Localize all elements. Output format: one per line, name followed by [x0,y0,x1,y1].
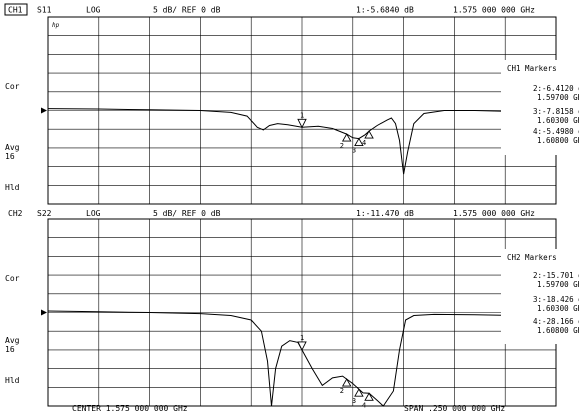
ch1-marker-4-value: 4:-5.4980 dB [533,127,579,136]
ch2-marker-4-value: 4:-28.166 dB [533,317,579,326]
ch1-format: LOG [86,6,101,15]
ch1-corner-label: hp [52,22,60,29]
ch2-side-labels: Cor Avg 16 Hld [5,274,20,385]
ch2-active-marker-frequency: 1.575 000 000 GHz [453,209,535,218]
ch2-parameter: S22 [37,209,52,218]
ch2-marker-3-frequency: 1.60300 GHz [537,304,579,313]
ch1-label: CH1 [8,6,23,15]
span-frequency: SPAN .250 000 000 GHz [404,404,505,413]
ch1-active-marker-frequency: 1.575 000 000 GHz [453,6,535,15]
ch1-scale: 5 dB/ REF 0 dB [153,6,221,15]
ch2-averaging-indicator: Avg [5,336,20,345]
ch1-marker-2-label: 2 [340,142,344,150]
ch2-hold-indicator: Hld [5,376,20,385]
ch1-marker-table-bg [501,60,579,155]
ch1-averaging-count: 16 [5,152,15,161]
ch2-marker-3-label: 3 [352,397,356,405]
ch2-format: LOG [86,209,101,218]
ch2-marker-1-label: 1 [300,334,304,342]
ch2-reference-arrow [41,309,47,316]
ch1-marker-3-symbol [354,137,364,146]
ch1-marker-table-title: CH1 Markers [507,64,557,73]
ch1-active-marker-value: 1:-5.6840 dB [356,6,414,15]
ch1-marker-4-symbol [364,130,374,139]
ch2-marker-4-label: 4 [362,401,366,409]
ch2-label: CH2 [8,209,23,218]
ch2-correction-indicator: Cor [5,274,20,283]
ch2-marker-2-frequency: 1.59700 GHz [537,280,579,289]
ch2-trace [47,310,557,407]
ch1-marker-2-symbol [341,133,352,142]
ch2-averaging-count: 16 [5,345,15,354]
ch2-markers: 1 234 [297,334,374,409]
ch1-marker-1-label: 1 [300,111,304,119]
ch1-marker-4-label: 4 [362,139,366,147]
ch1-marker-2-frequency: 1.59700 GHz [537,93,579,102]
ch1-correction-indicator: Cor [5,82,20,91]
ch1-reference-arrow [41,107,47,114]
ch2-marker-4-symbol [364,392,374,401]
ch1-parameter: S11 [37,6,52,15]
ch1-header: CH1 S11 LOG 5 dB/ REF 0 dB 1:-5.6840 dB … [4,3,535,16]
ch2-plot: 1 234 [41,218,557,409]
ch2-scale: 5 dB/ REF 0 dB [153,209,221,218]
ch2-marker-3-symbol [354,388,364,397]
ch2-header: CH2 S22 LOG 5 dB/ REF 0 dB 1:-11.470 dB … [8,209,535,218]
ch1-marker-3-value: 3:-7.8158 dB [533,107,579,116]
ch1-marker-table: CH1 Markers 2:-6.4120 dB 1.59700 GHz 3:-… [501,60,579,155]
ch1-side-labels: Cor Avg 16 Hld [5,82,20,192]
ch1-plot: hp 1 234 [41,16,557,205]
ch2-marker-2-symbol [341,378,352,387]
ch2-marker-1-symbol [297,341,307,351]
center-frequency: CENTER 1.575 000 000 GHz [72,404,188,413]
ch2-marker-4-frequency: 1.60800 GHz [537,326,579,335]
ch1-marker-1-symbol [297,118,307,129]
ch1-averaging-indicator: Avg [5,143,20,152]
ch2-active-marker-value: 1:-11.470 dB [356,209,414,218]
ch2-marker-table: CH2 Markers 2:-15.701 dB 1.59700 GHz 3:-… [501,249,579,344]
ch2-marker-3-value: 3:-18.426 dB [533,295,579,304]
ch2-marker-table-bg [501,249,579,344]
ch1-marker-4-frequency: 1.60800 GHz [537,136,579,145]
ch2-marker-2-value: 2:-15.701 dB [533,271,579,280]
ch1-marker-3-label: 3 [352,147,356,155]
ch2-marker-2-label: 2 [340,387,344,395]
ch1-marker-3-frequency: 1.60300 GHz [537,116,579,125]
ch1-markers: 1 234 [297,111,374,155]
ch1-label-box [4,3,28,16]
ch2-marker-table-title: CH2 Markers [507,253,557,262]
ch1-marker-2-value: 2:-6.4120 dB [533,84,579,93]
ch1-trace [47,108,557,175]
ch1-hold-indicator: Hld [5,183,20,192]
